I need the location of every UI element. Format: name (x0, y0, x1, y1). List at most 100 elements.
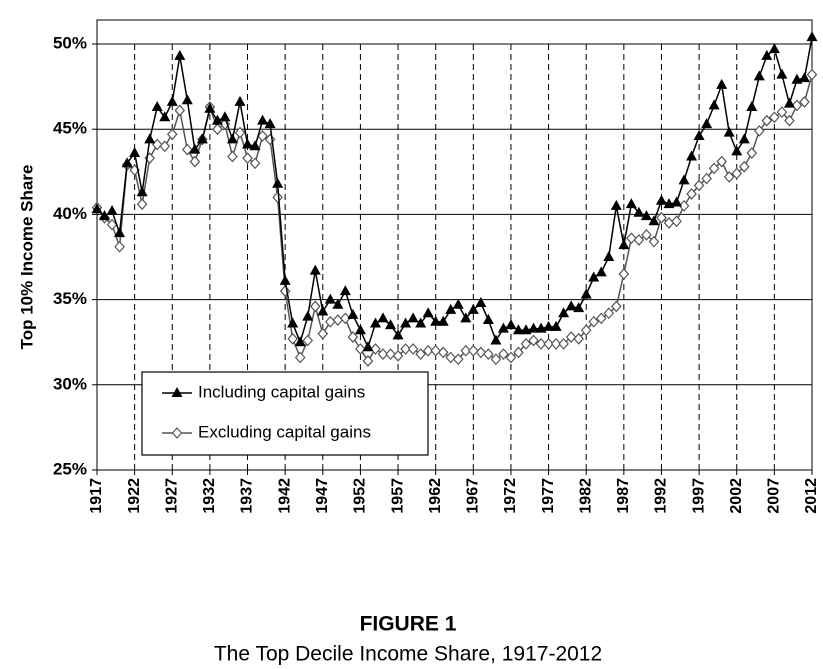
diamond-marker (701, 172, 712, 185)
diamond-marker (565, 331, 577, 343)
x-tick-label: 1942 (276, 478, 293, 514)
diamond-marker (784, 114, 795, 127)
triangle-marker (558, 307, 570, 318)
x-tick-label: 1997 (690, 478, 707, 514)
diamond-marker (136, 198, 148, 211)
diamond-marker (693, 179, 705, 192)
legend-label: Excluding capital gains (198, 422, 371, 441)
x-tick-label: 1922 (126, 478, 143, 514)
triangle-marker (324, 293, 336, 304)
diamond-marker (166, 128, 178, 141)
diamond-marker (287, 332, 298, 345)
triangle-marker (369, 317, 381, 328)
triangle-marker (174, 49, 186, 60)
triangle-marker (279, 274, 291, 285)
diamond-marker (370, 343, 381, 355)
triangle-marker (347, 308, 359, 319)
diamond-marker (678, 199, 690, 212)
triangle-marker (708, 99, 720, 110)
diamond-marker (543, 338, 554, 350)
diamond-marker (171, 427, 183, 439)
triangle-marker (377, 312, 389, 323)
triangle-marker (731, 145, 743, 156)
triangle-marker (392, 329, 404, 340)
diamond-marker (520, 338, 532, 350)
triangle-marker (171, 387, 183, 397)
triangle-marker (415, 317, 427, 328)
chart-subtitle: The Top Decile Income Share, 1917-2012 (214, 643, 602, 666)
triangle-marker (603, 251, 615, 261)
x-tick-label: 1932 (201, 478, 218, 514)
triangle-marker (91, 203, 103, 214)
triangle-marker (798, 72, 810, 83)
triangle-marker (211, 114, 223, 125)
triangle-marker (618, 239, 630, 250)
triangle-marker (445, 303, 457, 314)
triangle-marker (475, 297, 487, 308)
x-tick-label: 2012 (803, 478, 820, 514)
triangle-marker (761, 49, 773, 60)
triangle-marker (385, 319, 397, 330)
diamond-marker (249, 157, 261, 170)
triangle-marker (565, 300, 577, 311)
diamond-marker (347, 331, 359, 343)
triangle-marker (686, 150, 698, 161)
triangle-marker (249, 140, 261, 151)
diamond-marker (776, 106, 788, 119)
diamond-marker (385, 348, 396, 361)
x-tick-label: 2002 (728, 478, 745, 514)
diamond-marker (234, 126, 246, 139)
diamond-marker (686, 188, 697, 200)
diamond-marker (422, 344, 434, 357)
diamond-marker (641, 228, 652, 241)
diamond-marker (806, 68, 818, 81)
legend-box (141, 371, 429, 456)
plot-frame (96, 19, 813, 471)
diamond-marker (573, 332, 584, 345)
x-tick-label: 1917 (88, 478, 105, 514)
diamond-marker (580, 324, 592, 337)
diamond-marker (618, 268, 630, 280)
triangle-marker (437, 315, 449, 326)
triangle-marker (422, 307, 434, 318)
diamond-marker (738, 160, 750, 173)
triangle-marker (181, 94, 193, 105)
x-tick-label: 1957 (389, 478, 406, 514)
triangle-marker (693, 130, 705, 141)
diamond-marker (513, 346, 524, 359)
triangle-marker (738, 133, 750, 144)
diamond-marker (716, 155, 727, 168)
diamond-marker (656, 211, 667, 224)
triangle-marker (354, 324, 366, 335)
triangle-marker (550, 320, 562, 331)
diamond-marker (279, 285, 291, 297)
diamond-marker (603, 307, 615, 320)
diamond-marker (595, 312, 607, 325)
triangle-marker (746, 101, 758, 112)
triangle-marker (339, 285, 351, 296)
triangle-marker (528, 322, 540, 333)
diamond-marker (212, 123, 223, 136)
triangle-marker (196, 133, 208, 144)
triangle-marker (588, 271, 600, 282)
triangle-marker (625, 198, 637, 209)
diamond-marker (708, 162, 720, 175)
diamond-marker (309, 300, 321, 313)
series-line (96, 37, 813, 350)
diamond-marker (272, 191, 283, 204)
y-tick-label: 35% (53, 289, 87, 308)
diamond-marker (769, 111, 780, 124)
diamond-marker (430, 344, 441, 357)
triangle-marker (543, 320, 555, 331)
x-tick-label: 1992 (653, 478, 670, 514)
diamond-marker (294, 351, 306, 364)
triangle-marker (610, 199, 622, 210)
x-tick-label: 1962 (427, 478, 444, 514)
x-tick-label: 1947 (314, 478, 331, 514)
diamond-marker (558, 338, 569, 350)
diamond-marker (483, 348, 494, 361)
triangle-marker (648, 215, 660, 226)
triangle-marker (776, 68, 788, 79)
diamond-marker (505, 351, 517, 364)
x-tick-label: 1982 (577, 478, 594, 514)
